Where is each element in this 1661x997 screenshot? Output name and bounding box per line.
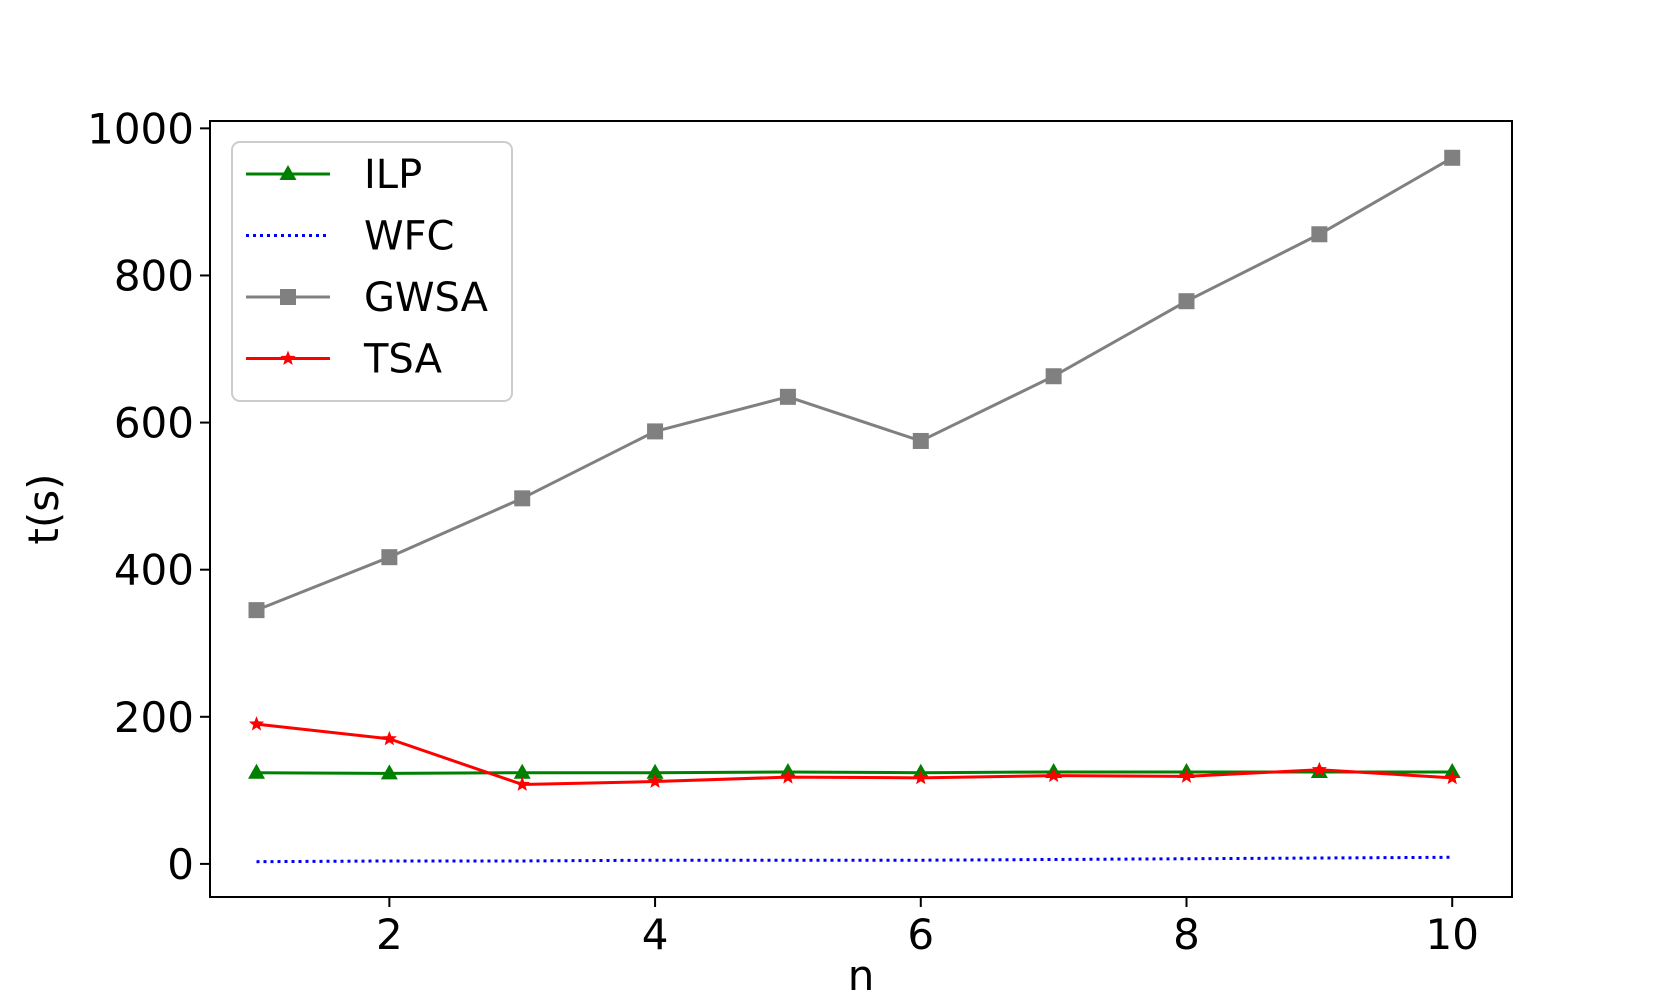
tsa-marker-4 [780,769,796,784]
gwsa-marker-6 [1045,368,1062,385]
legend-item-tsa: TSA [246,337,443,383]
x-tick-label-8: 8 [1173,910,1200,959]
series-wfc [256,855,1453,864]
gwsa-marker-7 [1178,293,1195,310]
y-axis: 0 200 400 600 800 1000 [87,104,210,889]
plot-frame [209,120,1513,898]
legend-item-gwsa: GWSA [246,275,489,321]
ilp-marker-2 [513,763,531,779]
tsa-marker-7 [1178,768,1195,783]
series-layer [248,149,1461,864]
gwsa-marker-2 [514,490,531,507]
y-tick-label-800: 800 [114,251,194,300]
y-axis-label: t(s) [19,473,68,544]
ilp-marker-0 [248,763,265,779]
legend-tsa-marker-0 [280,350,296,365]
legend-label-ilp: ILP [364,152,422,198]
ilp-marker-3 [646,763,664,779]
legend-ilp-marker-0 [279,165,297,180]
y-tick-label-600: 600 [114,399,194,448]
legend-label-wfc: WFC [364,214,455,260]
legend-label-gwsa: GWSA [364,275,489,321]
x-tick-label-2: 2 [376,910,403,959]
series-line-tsa [256,722,1453,786]
gwsa-marker-1 [381,549,398,566]
tsa-marker-2 [514,776,530,791]
series-tsa [248,716,1460,791]
tsa-marker-1 [381,730,397,746]
y-tick-label-0: 0 [167,840,194,889]
tsa-marker-6 [1046,767,1062,783]
legend-label-tsa: TSA [363,337,443,383]
tsa-marker-3 [647,773,663,788]
x-tick-label-4: 4 [642,910,669,959]
x-axis: 2 4 6 8 10 [376,897,1479,959]
x-tick-label-6: 6 [907,910,934,959]
legend-gwsa-marker-0 [280,289,296,305]
legend: ILP WFC GWSA TSA [231,141,513,402]
ilp-marker-1 [380,764,398,780]
legend-box [231,141,513,402]
gwsa-marker-3 [647,423,664,440]
gwsa-marker-8 [1311,226,1328,243]
series-gwsa [248,149,1461,619]
series-line-gwsa [255,156,1453,612]
x-tick-label-10: 10 [1425,910,1478,959]
gwsa-marker-9 [1444,149,1461,166]
series-line-wfc [256,855,1453,864]
gwsa-marker-4 [779,388,796,405]
tsa-marker-9 [1444,769,1460,785]
tsa-marker-8 [1311,761,1327,777]
tsa-marker-0 [248,716,265,731]
gwsa-marker-5 [912,432,929,449]
legend-item-wfc: WFC [246,214,455,260]
gwsa-marker-0 [248,602,265,619]
legend-item-ilp: ILP [246,152,422,198]
y-tick-label-200: 200 [114,693,194,742]
tsa-marker-5 [913,769,929,785]
y-tick-label-400: 400 [114,546,194,595]
x-axis-label: n [848,951,875,997]
y-tick-label-1000: 1000 [87,104,194,153]
